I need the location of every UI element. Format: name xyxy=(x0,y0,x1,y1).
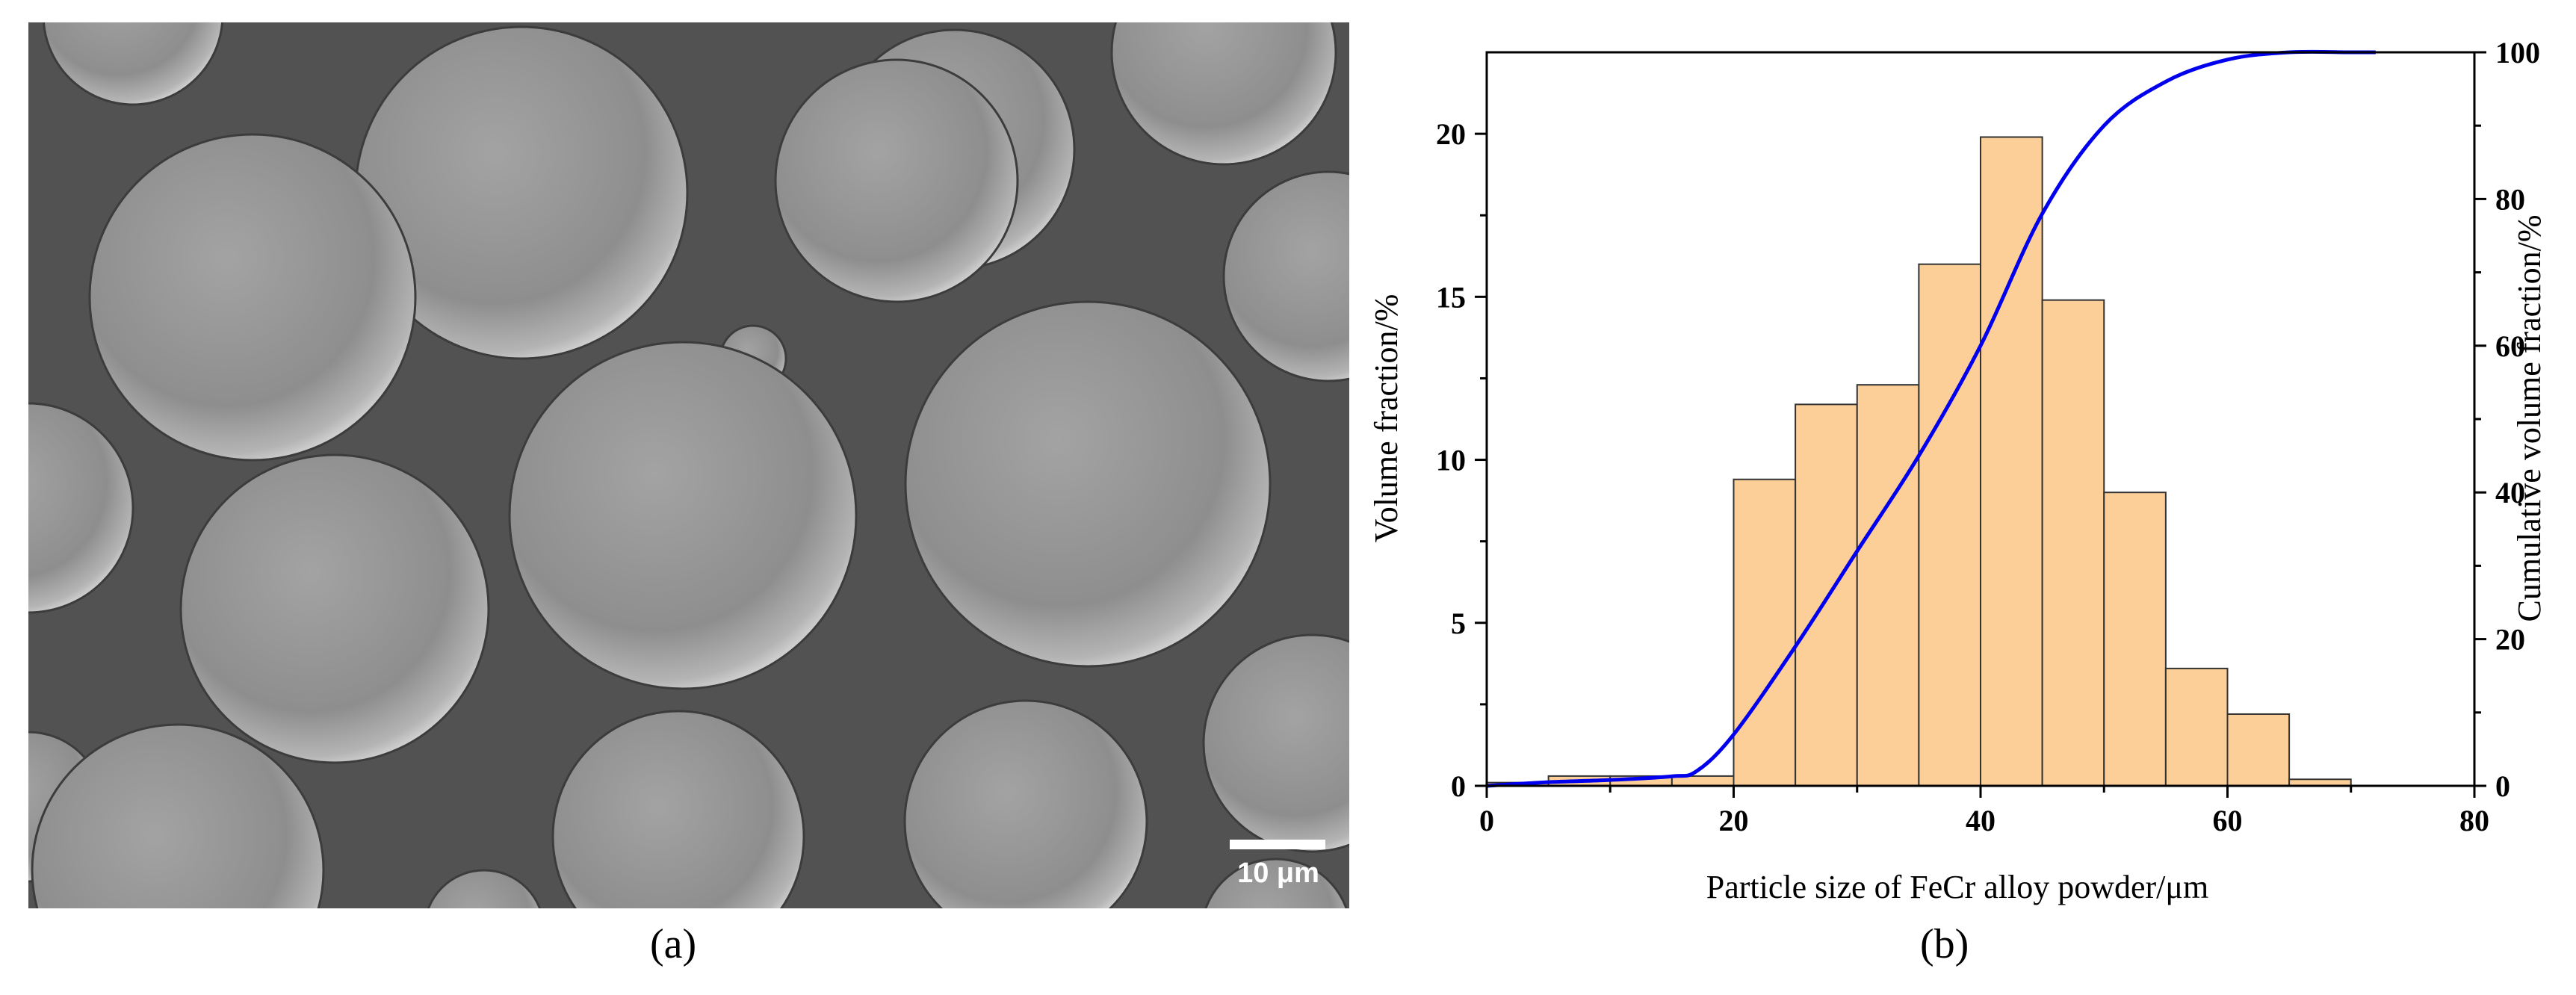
y-left-tick-label: 10 xyxy=(1436,444,1466,477)
y-axis-right-label: Cumulative volume fraction/% xyxy=(2511,215,2548,622)
powder-particle xyxy=(774,58,1019,303)
panel-b-label: (b) xyxy=(1920,921,1969,967)
x-tick-label: 0 xyxy=(1479,804,1494,837)
powder-particle xyxy=(903,699,1148,908)
powder-particle xyxy=(1204,858,1348,908)
powder-particle xyxy=(904,300,1272,668)
y-left-tick-label: 20 xyxy=(1436,117,1466,151)
y-axis-left-label: Volume fraction/% xyxy=(1368,294,1405,543)
histogram-bar-9 xyxy=(2041,299,2105,787)
powder-particle xyxy=(179,453,490,764)
sem-micrograph: 10 μm xyxy=(28,22,1349,908)
y-right-tick-label: 60 xyxy=(2495,329,2525,363)
axis-ticks xyxy=(1475,51,2486,798)
powder-particle xyxy=(1202,633,1349,853)
histogram-bar-6 xyxy=(1856,384,1920,787)
scale-bar-label: 10 μm xyxy=(1237,858,1319,889)
powder-particle xyxy=(508,341,858,690)
y-right-tick-label: 100 xyxy=(2495,36,2540,69)
x-tick-label: 80 xyxy=(2459,804,2489,837)
histogram-bar-10 xyxy=(2103,492,2167,787)
x-tick-label: 20 xyxy=(1719,804,1749,837)
cumulative-curve-line xyxy=(1486,49,2376,788)
histogram-bar-7 xyxy=(1918,263,1981,787)
powder-particle xyxy=(427,869,542,908)
y-left-tick-label: 5 xyxy=(1451,607,1466,640)
x-tick-label: 40 xyxy=(1966,804,1996,837)
panel-a-label: (a) xyxy=(650,921,697,967)
powder-particle xyxy=(551,710,805,908)
histogram-bar-8 xyxy=(1980,136,2043,787)
x-axis-label: Particle size of FeCr alloy powder/μm xyxy=(1706,869,2208,905)
histogram-bar-12 xyxy=(2226,713,2291,787)
y-left-tick-label: 15 xyxy=(1436,280,1466,314)
y-left-tick-label: 0 xyxy=(1451,769,1466,803)
histogram-bar-5 xyxy=(1795,403,1858,787)
histogram-bar-4 xyxy=(1733,478,1797,787)
y-right-tick-label: 0 xyxy=(2495,769,2510,803)
scale-bar xyxy=(1230,840,1325,849)
sem-particles-image xyxy=(28,22,1349,908)
powder-particle xyxy=(1110,22,1337,166)
powder-particle xyxy=(42,22,224,106)
y-right-tick-label: 80 xyxy=(2495,182,2525,216)
histogram-bar-11 xyxy=(2164,667,2229,787)
powder-particle xyxy=(28,402,134,614)
y-right-tick-label: 40 xyxy=(2495,476,2525,509)
y-right-tick-label: 20 xyxy=(2495,623,2525,657)
x-tick-label: 60 xyxy=(2213,804,2243,837)
histogram-bars xyxy=(1486,136,2352,787)
powder-particle xyxy=(31,723,325,908)
powder-particle xyxy=(1222,170,1349,382)
powder-particle xyxy=(88,133,417,462)
